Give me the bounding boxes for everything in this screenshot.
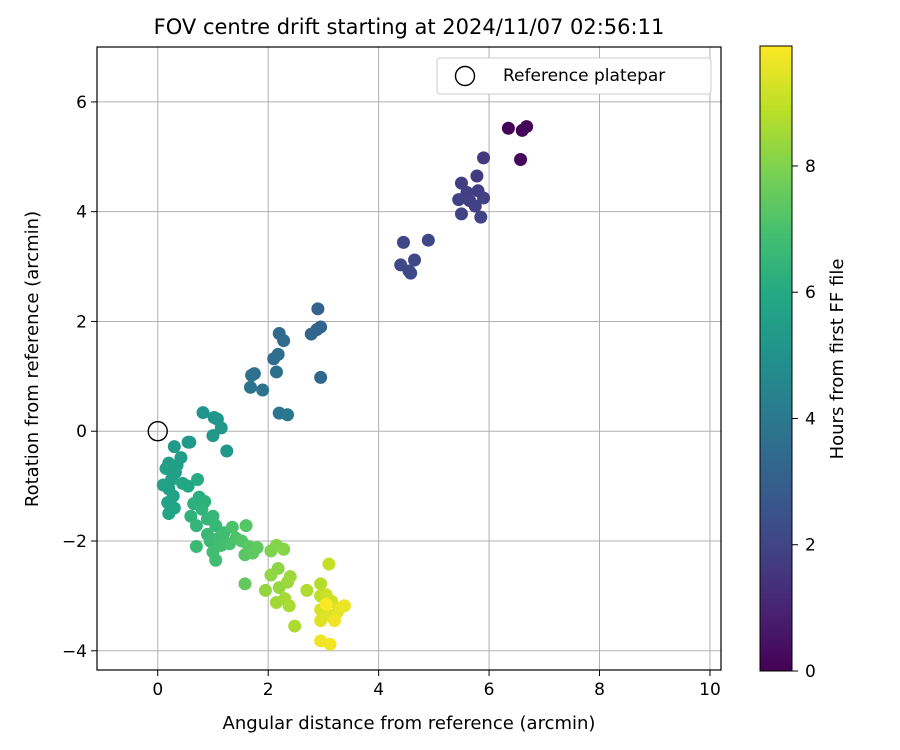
data-point bbox=[520, 120, 534, 134]
data-point bbox=[327, 614, 341, 628]
colorbar-tick-label: 4 bbox=[805, 409, 816, 429]
data-point bbox=[314, 370, 328, 384]
data-point bbox=[244, 380, 258, 394]
data-point bbox=[238, 577, 252, 591]
data-point bbox=[421, 233, 435, 247]
y-tick-label: 4 bbox=[76, 203, 87, 223]
scatter-points bbox=[156, 120, 534, 651]
x-tick-label: 8 bbox=[594, 680, 605, 700]
legend: Reference platepar bbox=[436, 57, 712, 95]
reference-marker bbox=[147, 421, 168, 442]
data-point bbox=[470, 169, 484, 183]
data-point bbox=[181, 479, 195, 493]
data-point bbox=[214, 421, 228, 435]
colorbar: 0 2 4 6 8 Hours from first FF file bbox=[759, 45, 848, 682]
data-point bbox=[282, 599, 296, 613]
legend-marker bbox=[454, 65, 476, 87]
data-point bbox=[404, 266, 418, 280]
data-point bbox=[454, 207, 468, 221]
data-point bbox=[183, 435, 197, 449]
colorbar-tick-label: 2 bbox=[805, 536, 816, 556]
data-point bbox=[474, 210, 488, 224]
data-point bbox=[311, 302, 325, 316]
data-point bbox=[514, 153, 528, 167]
data-point bbox=[323, 637, 337, 651]
y-tick-label: 6 bbox=[76, 93, 87, 113]
data-point bbox=[267, 352, 281, 366]
data-point bbox=[189, 519, 203, 533]
colorbar-tick-label: 6 bbox=[805, 283, 816, 303]
data-point bbox=[396, 235, 410, 249]
data-point bbox=[258, 583, 272, 597]
data-point bbox=[304, 327, 318, 341]
x-axis-label: Angular distance from reference (arcmin) bbox=[223, 713, 596, 734]
colorbar-ticks: 0 2 4 6 8 bbox=[792, 157, 816, 682]
data-point bbox=[501, 121, 515, 135]
data-point bbox=[283, 570, 297, 584]
y-tick-label: −2 bbox=[62, 532, 87, 552]
y-axis-label: Rotation from reference (arcmin) bbox=[22, 211, 43, 507]
x-tick-label: 6 bbox=[484, 680, 495, 700]
data-point bbox=[314, 577, 328, 591]
data-point bbox=[162, 507, 176, 521]
data-point bbox=[191, 473, 205, 487]
data-point bbox=[477, 191, 491, 205]
data-point bbox=[277, 542, 291, 556]
data-point bbox=[209, 553, 223, 567]
data-point bbox=[468, 199, 482, 213]
data-point bbox=[408, 253, 422, 267]
legend-box bbox=[436, 57, 712, 95]
data-point bbox=[207, 411, 221, 425]
colorbar-label: Hours from first FF file bbox=[827, 259, 848, 460]
data-point bbox=[337, 599, 351, 613]
data-point bbox=[322, 557, 336, 571]
x-tick-label: 4 bbox=[373, 680, 384, 700]
chart-title: FOV centre drift starting at 2024/11/07 … bbox=[154, 15, 665, 39]
data-point bbox=[264, 568, 278, 582]
data-point bbox=[256, 383, 270, 397]
reference-platepar-marker bbox=[147, 421, 168, 442]
x-tick-label: 10 bbox=[699, 680, 721, 700]
data-point bbox=[277, 334, 291, 348]
data-point bbox=[250, 541, 264, 555]
data-point bbox=[245, 368, 259, 382]
data-point bbox=[314, 614, 328, 628]
colorbar-tick-label: 0 bbox=[805, 662, 816, 682]
colorbar-gradient bbox=[759, 45, 793, 672]
y-axis-ticks: −4 −2 0 2 4 6 bbox=[62, 93, 97, 662]
data-point bbox=[452, 193, 466, 207]
y-tick-label: 0 bbox=[76, 422, 87, 442]
data-point bbox=[477, 151, 491, 165]
x-tick-label: 0 bbox=[152, 680, 163, 700]
x-axis-ticks: 0 2 4 6 8 10 bbox=[152, 670, 721, 700]
data-point bbox=[220, 444, 234, 458]
data-point bbox=[319, 597, 333, 611]
x-tick-label: 2 bbox=[263, 680, 274, 700]
data-point bbox=[281, 408, 295, 422]
plot-frame bbox=[96, 46, 722, 671]
data-point bbox=[239, 519, 253, 533]
data-point bbox=[269, 365, 283, 379]
legend-label: Reference platepar bbox=[503, 66, 665, 86]
colorbar-tick-label: 8 bbox=[805, 157, 816, 177]
y-tick-label: 2 bbox=[76, 312, 87, 332]
y-tick-label: −4 bbox=[62, 642, 87, 662]
data-point bbox=[167, 440, 181, 454]
data-point bbox=[288, 619, 302, 633]
data-point bbox=[206, 429, 220, 443]
data-point bbox=[189, 539, 203, 553]
data-point bbox=[225, 520, 239, 534]
data-point bbox=[300, 583, 314, 597]
data-point bbox=[195, 502, 209, 516]
data-point bbox=[196, 406, 210, 420]
grid-lines bbox=[97, 47, 721, 670]
